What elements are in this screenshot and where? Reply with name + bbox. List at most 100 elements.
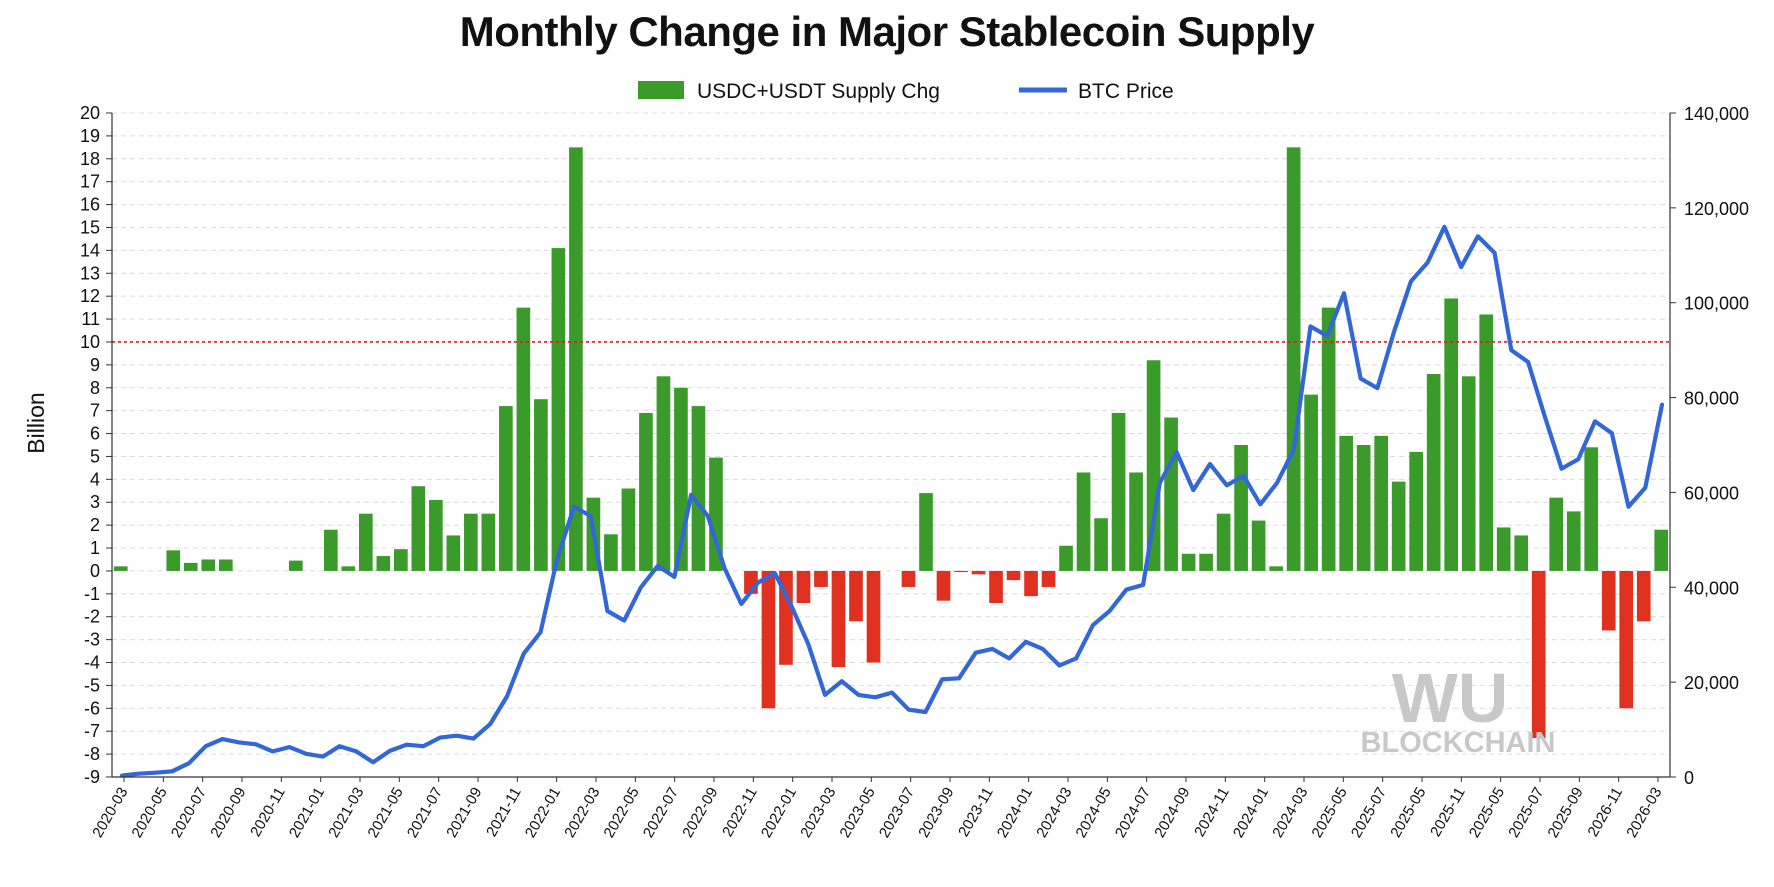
y-tick-label: -3 [84, 630, 100, 650]
y2-tick-label: 100,000 [1684, 294, 1749, 314]
x-tick-label: 2025-05 [1309, 785, 1351, 841]
x-tick-label: 2024-03 [1269, 785, 1311, 841]
bar [1041, 570, 1056, 587]
y-tick-label: 12 [80, 286, 100, 306]
y-tick-label: 17 [80, 172, 100, 192]
bar [604, 534, 618, 571]
bar [1514, 535, 1529, 571]
bar [569, 147, 583, 571]
bar [464, 513, 478, 571]
y-tick-label: 0 [90, 561, 100, 581]
bar [1199, 553, 1213, 571]
y2-tick-label: 60,000 [1684, 483, 1739, 503]
bar [481, 513, 496, 571]
bar [1619, 570, 1634, 709]
y-tick-label: -4 [84, 653, 100, 673]
y-tick-label: 13 [80, 263, 100, 283]
legend-label-supply: USDC+USDT Supply Chg [697, 80, 940, 103]
x-tick-label: 2020-09 [207, 785, 249, 841]
x-tick-label: 2023-09 [915, 785, 957, 841]
y-tick-label: 20 [80, 103, 100, 123]
bar [516, 307, 531, 571]
bar [814, 570, 828, 587]
bar [1059, 545, 1073, 571]
bar [1006, 570, 1021, 581]
bar [1216, 513, 1231, 571]
x-tick-label: 2026-11 [1584, 785, 1626, 840]
y-tick-label: -6 [84, 698, 100, 718]
x-tick-label: 2022-03 [561, 785, 603, 841]
btc-price-line [119, 224, 1665, 778]
bar [761, 570, 776, 709]
x-tick-label: 2024-11 [1191, 785, 1233, 840]
y-tick-label: 14 [80, 240, 100, 260]
bar [1094, 518, 1108, 571]
y-tick-label: 9 [90, 355, 100, 375]
bar [288, 560, 303, 571]
y2-tick-label: 140,000 [1684, 104, 1749, 124]
x-tick-label: 2024-01 [994, 785, 1036, 841]
y-tick-label: 19 [80, 126, 100, 146]
bar [1531, 570, 1546, 739]
bar [709, 457, 723, 571]
x-tick-label: 2022-05 [601, 785, 643, 841]
bar [901, 570, 916, 587]
bar [1111, 412, 1126, 571]
bar [1409, 451, 1423, 571]
bar [1304, 394, 1318, 571]
watermark-brand: BLOCKCHAIN [1361, 727, 1556, 759]
bar [183, 562, 198, 571]
x-tick-label: 2026-03 [1623, 785, 1665, 841]
y-tick-label: -1 [84, 584, 100, 604]
bar [796, 570, 811, 603]
bar [849, 570, 863, 622]
x-tick-label: 2021-01 [286, 785, 328, 841]
x-tick-label: 2023-11 [955, 784, 997, 839]
x-tick-label: 2024-01 [1230, 785, 1272, 841]
x-tick-label: 2025-11 [1427, 785, 1469, 840]
bar [1374, 435, 1388, 571]
supply-change-bars [113, 147, 1669, 739]
bar [1496, 527, 1511, 571]
x-tick-label: 2020-05 [129, 785, 171, 841]
bar [919, 493, 933, 571]
y-axis-title: Billion [23, 392, 49, 453]
bar [1601, 570, 1616, 631]
bar [831, 570, 846, 668]
bar [639, 412, 653, 571]
y-tick-label: 4 [90, 469, 100, 489]
bar [1269, 566, 1283, 571]
x-tick-label: 2024-03 [1033, 785, 1075, 841]
bar [1391, 481, 1406, 571]
bar [201, 559, 216, 571]
bar [1181, 553, 1196, 571]
x-tick-label: 2022-11 [719, 785, 761, 840]
bar [1286, 147, 1301, 571]
bar [1461, 376, 1476, 571]
bar [1251, 520, 1266, 571]
x-tick-label: 2025-07 [1348, 785, 1390, 841]
y-tick-label: -9 [84, 767, 100, 787]
x-tick-label: 2025-05 [1387, 785, 1429, 841]
bar [1584, 447, 1599, 571]
y-tick-label: 1 [90, 538, 100, 558]
y2-tick-label: 120,000 [1684, 199, 1749, 219]
legend: USDC+USDT Supply Chg BTC Price [638, 80, 1174, 103]
bar [359, 513, 373, 571]
x-tick-label: 2020-07 [168, 785, 210, 841]
x-tick-label: 2025-09 [1545, 785, 1587, 841]
bar [376, 556, 391, 571]
bar [1164, 417, 1178, 571]
y-tick-label: 16 [80, 195, 100, 215]
x-tick-label: 2024-07 [1112, 785, 1154, 841]
bar [1234, 445, 1248, 571]
y-tick-label: -2 [84, 607, 100, 627]
x-tick-label: 2021-03 [325, 785, 367, 841]
bar [394, 549, 408, 571]
bar [954, 570, 968, 573]
x-tick-label: 2025-05 [1466, 785, 1508, 841]
bar [1636, 570, 1651, 622]
bar [971, 570, 986, 575]
bar [1549, 497, 1564, 571]
bar [1024, 570, 1038, 597]
